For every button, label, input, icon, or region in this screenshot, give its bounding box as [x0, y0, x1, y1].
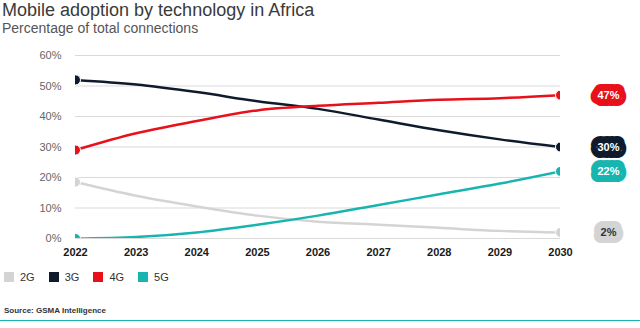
- svg-text:22%: 22%: [597, 165, 619, 177]
- svg-text:2029: 2029: [488, 246, 512, 258]
- html-text:Source: GSMA Intelligence: Source: GSMA Intelligence: [4, 306, 106, 315]
- svg-text:2026: 2026: [306, 246, 330, 258]
- svg-text:2030: 2030: [548, 246, 572, 258]
- svg-text:20%: 20%: [39, 171, 61, 183]
- svg-text:30%: 30%: [39, 141, 61, 153]
- html-text:3G: 3G: [64, 271, 80, 283]
- svg-text:40%: 40%: [39, 110, 61, 122]
- svg-text:0%: 0%: [46, 232, 62, 244]
- svg-text:30%: 30%: [597, 141, 619, 153]
- svg-text:2022: 2022: [63, 246, 87, 258]
- svg-text:50%: 50%: [39, 80, 61, 92]
- html-text:5G: 5G: [154, 271, 169, 283]
- svg-text:47%: 47%: [597, 89, 619, 101]
- svg-text:2028: 2028: [427, 246, 451, 258]
- html-text:4G: 4G: [109, 271, 125, 283]
- svg-text:60%: 60%: [39, 49, 61, 61]
- svg-text:2027: 2027: [366, 246, 390, 258]
- html-text:Percentage of total connection: Percentage of total connections: [2, 20, 199, 36]
- svg-text:2024: 2024: [185, 246, 210, 258]
- svg-text:2023: 2023: [124, 246, 148, 258]
- svg-text:2025: 2025: [245, 246, 269, 258]
- html-text:2G: 2G: [20, 271, 35, 283]
- html-text:Mobile adoption by technology: Mobile adoption by technology in Africa: [2, 0, 315, 20]
- svg-text:2%: 2%: [601, 226, 617, 238]
- svg-text:10%: 10%: [39, 202, 61, 214]
